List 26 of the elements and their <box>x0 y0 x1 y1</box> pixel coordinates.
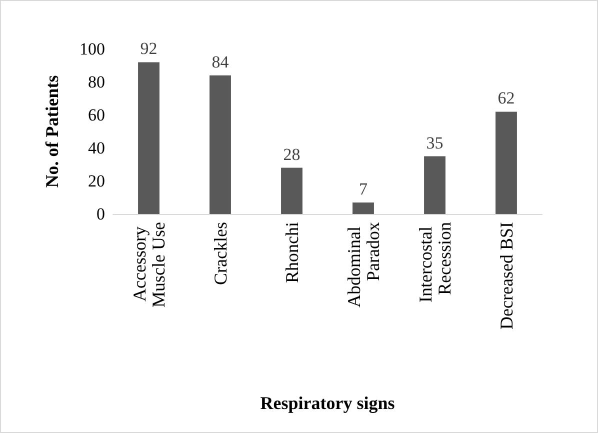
bar <box>210 75 231 214</box>
x-tick-label: Abdominal Paradox <box>344 222 383 308</box>
y-tick-label: 80 <box>88 72 105 92</box>
y-axis-title: No. of Patients <box>42 75 62 188</box>
x-axis-title: Respiratory signs <box>260 393 395 413</box>
data-label: 7 <box>359 179 368 198</box>
y-tick-label: 20 <box>88 172 105 190</box>
data-label: 28 <box>283 144 300 164</box>
data-label: 35 <box>426 133 444 152</box>
x-tick-label: Crackles <box>210 222 230 285</box>
x-tick-label: Decreased BSI <box>496 222 516 330</box>
x-tick-label: Accessory Muscle Use <box>129 222 168 308</box>
y-tick-label: 40 <box>88 138 105 158</box>
data-label: 84 <box>212 52 230 72</box>
y-tick-label: 60 <box>88 106 105 124</box>
data-label: 62 <box>498 88 515 108</box>
x-tick-label: Intercostal Recession <box>415 222 454 302</box>
bar <box>352 202 374 214</box>
bar <box>424 156 446 214</box>
x-tick-label: Rhonchi <box>282 222 302 283</box>
bar <box>281 168 302 214</box>
bar <box>496 112 517 214</box>
bar <box>138 62 160 214</box>
data-label: 92 <box>140 39 158 58</box>
y-tick-label: 0 <box>96 204 105 224</box>
y-tick-label: 100 <box>80 40 105 58</box>
